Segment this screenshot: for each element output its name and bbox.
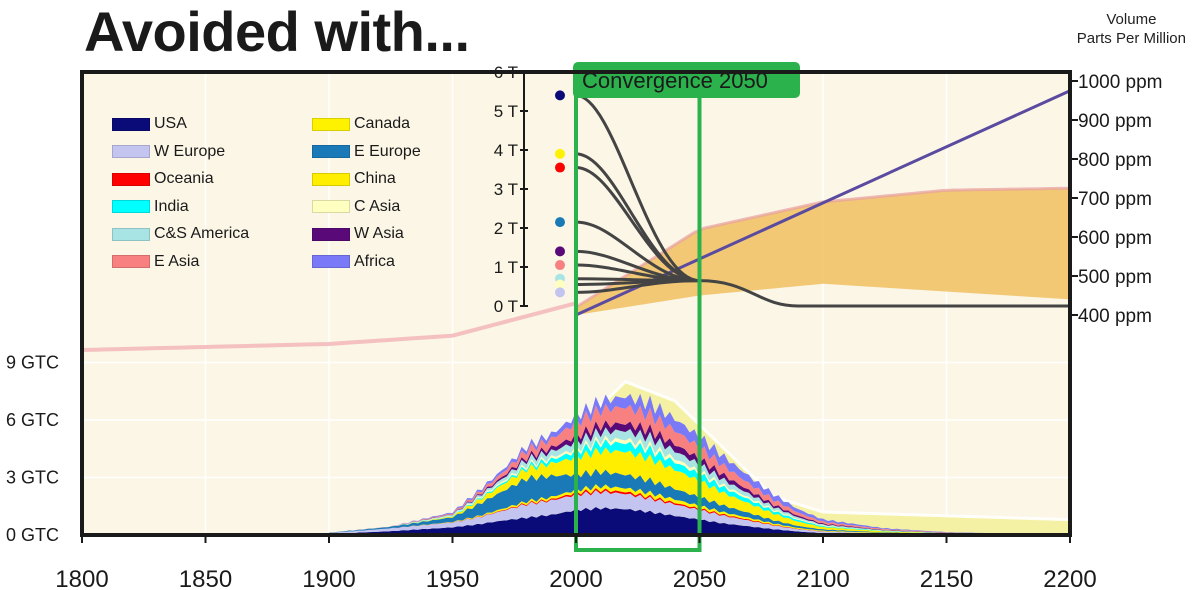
ppm-tick-label: 600 ppm [1078,228,1152,249]
legend-item: India [112,197,189,217]
x-tick-label: 1800 [55,566,108,590]
legend-label: C&S America [154,225,249,243]
x-tick-label: 2000 [549,566,602,590]
legend-swatch [112,173,150,186]
legend-item: Canada [312,114,410,134]
legend-label: Oceania [154,170,214,188]
y-tick-label: 3 GTC [6,468,59,488]
legend-item: USA [112,114,187,134]
legend-label: India [154,198,189,216]
legend-item: W Asia [312,224,404,244]
x-tick-label: 2200 [1043,566,1096,590]
legend-label: USA [154,115,187,133]
legend-label: W Asia [354,225,404,243]
per-capita-marker [555,260,565,270]
y-tick-label: 0 GTC [6,525,59,545]
legend-swatch [312,173,350,186]
per-capita-marker [555,163,565,173]
ppm-tick-label: 700 ppm [1078,189,1152,210]
legend-label: E Asia [154,253,199,271]
per-capita-marker [555,90,565,100]
x-tick-label: 2100 [796,566,849,590]
x-tick-label: 1950 [426,566,479,590]
inset-tick-label: 4 T [494,141,518,160]
legend-swatch [312,200,350,213]
ppm-tick-label: 800 ppm [1078,150,1152,171]
inset-tick-label: 3 T [494,180,518,199]
x-tick-label: 1850 [179,566,232,590]
legend-item: Africa [312,252,395,272]
x-tick-label: 2150 [920,566,973,590]
legend-item: E Europe [312,142,421,162]
per-capita-marker [555,246,565,256]
ppm-tick-label: 1000 ppm [1078,72,1163,93]
legend-item: C&S America [112,224,249,244]
legend-swatch [112,200,150,213]
inset-tick-label: 2 T [494,219,518,238]
legend-swatch [112,255,150,268]
inset-tick-label: 1 T [494,258,518,277]
legend-item: W Europe [112,142,225,162]
legend-swatch [312,255,350,268]
legend-label: E Europe [354,143,421,161]
x-tick-label: 2050 [673,566,726,590]
legend-swatch [112,228,150,241]
per-capita-marker [555,149,565,159]
legend-label: C Asia [354,198,400,216]
ppm-tick-label: 500 ppm [1078,267,1152,288]
legend-label: Africa [354,253,395,271]
legend-swatch [312,145,350,158]
legend-swatch [312,228,350,241]
legend-swatch [312,118,350,131]
inset-tick-label: 0 T [494,297,518,316]
legend-item: Oceania [112,169,214,189]
legend-label: Canada [354,115,410,133]
legend-label: China [354,170,396,188]
legend-swatch [112,145,150,158]
y-tick-label: 6 GTC [6,410,59,430]
per-capita-marker [555,217,565,227]
y-tick-label: 9 GTC [6,353,59,373]
ppm-tick-label: 900 ppm [1078,111,1152,132]
legend-item: China [312,169,396,189]
inset-tick-label: 5 T [494,102,518,121]
legend-item: C Asia [312,197,400,217]
legend-label: W Europe [154,143,225,161]
legend-swatch [112,118,150,131]
x-tick-label: 1900 [302,566,355,590]
ppm-tick-label: 400 ppm [1078,306,1152,327]
per-capita-marker [555,287,565,297]
legend-item: E Asia [112,252,199,272]
